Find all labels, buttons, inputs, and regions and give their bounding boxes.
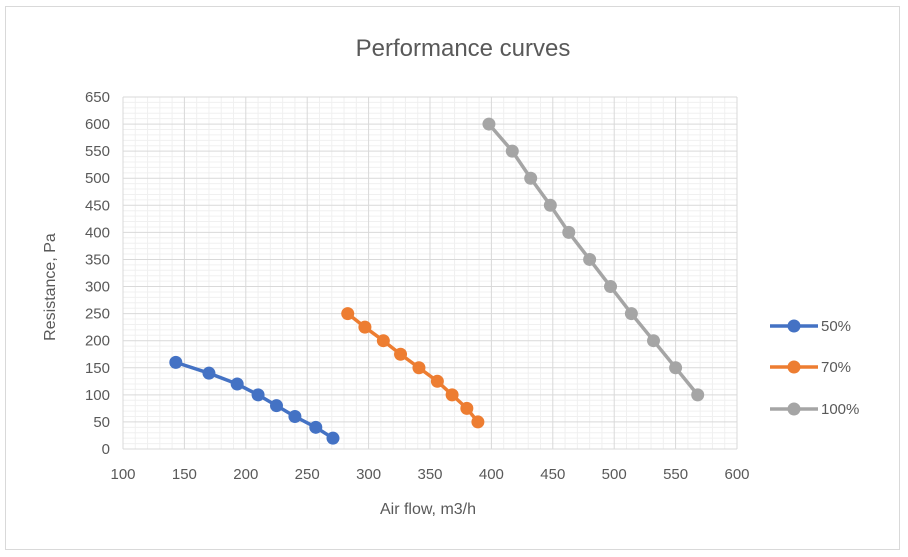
data-point <box>624 307 638 321</box>
plot-grid <box>122 96 738 450</box>
legend-label: 70% <box>821 359 851 376</box>
legend-marker <box>787 319 801 333</box>
x-tick-label: 300 <box>356 466 381 483</box>
data-point <box>691 388 705 402</box>
y-tick-label: 550 <box>85 143 110 160</box>
y-tick-label: 250 <box>85 306 110 323</box>
data-point <box>562 225 576 239</box>
y-tick-label: 350 <box>85 251 110 268</box>
series-50-percent <box>169 355 340 445</box>
data-point <box>524 171 538 185</box>
legend-item-70-percent: 70% <box>770 359 851 376</box>
x-tick-label: 100 <box>110 466 135 483</box>
legend-marker <box>787 360 801 374</box>
data-point <box>445 388 459 402</box>
chart-title: Performance curves <box>356 35 571 62</box>
y-tick-label: 0 <box>102 441 110 458</box>
x-tick-label: 350 <box>417 466 442 483</box>
data-point <box>471 415 485 429</box>
data-point <box>394 347 408 361</box>
legend-item-50-percent: 50% <box>770 318 851 335</box>
data-point <box>326 431 340 445</box>
data-point <box>543 198 557 212</box>
data-point <box>288 410 302 424</box>
series-100-percent <box>482 117 705 402</box>
x-tick-label: 550 <box>663 466 688 483</box>
legend-item-100-percent: 100% <box>770 401 859 418</box>
data-point <box>270 399 283 413</box>
data-point <box>646 334 660 348</box>
data-point <box>358 320 372 334</box>
data-point <box>505 144 519 158</box>
data-point <box>230 377 244 391</box>
data-point <box>430 374 444 388</box>
y-tick-label: 400 <box>85 224 110 241</box>
data-point <box>309 420 323 434</box>
data-point <box>341 307 355 321</box>
y-tick-label: 100 <box>85 387 110 404</box>
x-tick-label: 250 <box>295 466 320 483</box>
y-tick-label: 200 <box>85 333 110 350</box>
x-tick-label: 600 <box>724 466 749 483</box>
data-point <box>482 117 496 131</box>
y-tick-label: 300 <box>85 279 110 296</box>
legend-label: 50% <box>821 318 851 335</box>
data-point <box>583 252 597 266</box>
legend-marker <box>787 402 801 416</box>
x-axis-title: Air flow, m3/h <box>380 501 476 518</box>
legend: 50% 70% 100% <box>770 318 859 418</box>
series-layer <box>169 117 705 445</box>
y-tick-label: 600 <box>85 116 110 133</box>
x-tick-label: 150 <box>172 466 197 483</box>
y-tick-label: 500 <box>85 170 110 187</box>
axis-ticks: 0 50 100 150 200 250 300 350 400 450 500 550 600 650 1… <box>85 89 750 483</box>
data-point <box>669 361 683 375</box>
data-point <box>604 280 618 294</box>
y-tick-label: 650 <box>85 89 110 106</box>
y-tick-label: 150 <box>85 360 110 377</box>
series-70-percent <box>341 307 485 429</box>
data-point <box>376 334 390 348</box>
legend-label: 100% <box>821 401 859 418</box>
y-tick-label: 450 <box>85 197 110 214</box>
x-tick-label: 500 <box>602 466 627 483</box>
y-tick-label: 50 <box>93 414 110 431</box>
x-tick-label: 200 <box>233 466 258 483</box>
y-axis-title: Resistance, Pa <box>42 233 59 341</box>
data-point <box>460 401 474 415</box>
data-point <box>169 355 183 369</box>
x-tick-label: 450 <box>540 466 565 483</box>
data-point <box>412 361 426 375</box>
data-point <box>251 388 265 402</box>
x-tick-label: 400 <box>479 466 504 483</box>
data-point <box>202 366 216 380</box>
